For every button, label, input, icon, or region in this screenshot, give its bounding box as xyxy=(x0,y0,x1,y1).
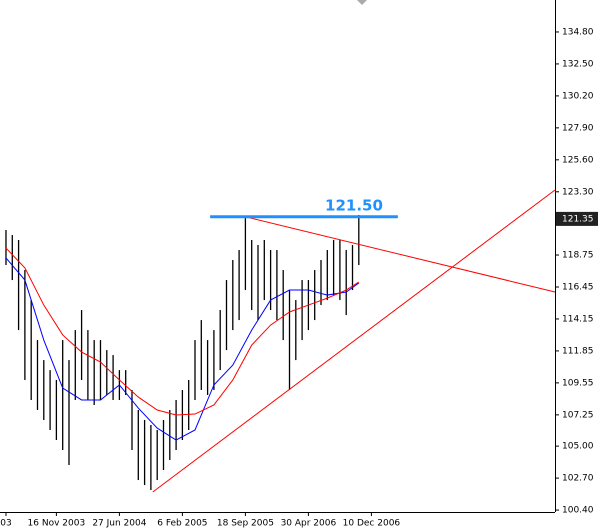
x-tick-label: 27 Jun 2004 xyxy=(92,519,146,529)
y-tick-label: 111.85 xyxy=(562,346,594,356)
moving-average xyxy=(5,247,360,416)
y-tick-label: 125.60 xyxy=(562,155,594,165)
y-tick-label: 102.70 xyxy=(562,474,594,484)
trendline xyxy=(152,189,556,493)
x-tick-label: 6 Feb 2005 xyxy=(157,519,207,529)
x-tick-label: 03 xyxy=(0,519,11,529)
current-price-box xyxy=(556,211,598,226)
y-tick-label: 130.20 xyxy=(562,91,594,101)
y-tick-label: 134.80 xyxy=(562,27,594,37)
y-tick-label: 132.50 xyxy=(562,59,594,69)
y-tick-label: 116.45 xyxy=(562,282,594,292)
shift-marker xyxy=(357,0,367,5)
y-tick-label: 123.30 xyxy=(562,187,594,197)
y-tick-label: 100.40 xyxy=(562,506,594,516)
x-tick-label: 30 Apr 2006 xyxy=(281,519,337,529)
trendline xyxy=(245,216,556,293)
y-tick-label: 105.00 xyxy=(562,442,594,452)
x-tick-label: 18 Sep 2005 xyxy=(217,519,274,529)
level-label: 121.50 xyxy=(325,196,383,214)
x-tick-label: 16 Nov 2003 xyxy=(28,519,86,529)
x-tick-label: 10 Dec 2006 xyxy=(343,519,401,529)
y-tick-label: 118.75 xyxy=(562,251,594,261)
y-tick-label: 107.25 xyxy=(562,410,594,420)
moving-average xyxy=(5,257,360,441)
y-tick-label: 109.55 xyxy=(562,378,594,388)
current-price-label: 121.35 xyxy=(562,214,594,224)
y-tick-label: 114.15 xyxy=(562,314,594,324)
y-tick-label: 127.90 xyxy=(562,123,594,133)
